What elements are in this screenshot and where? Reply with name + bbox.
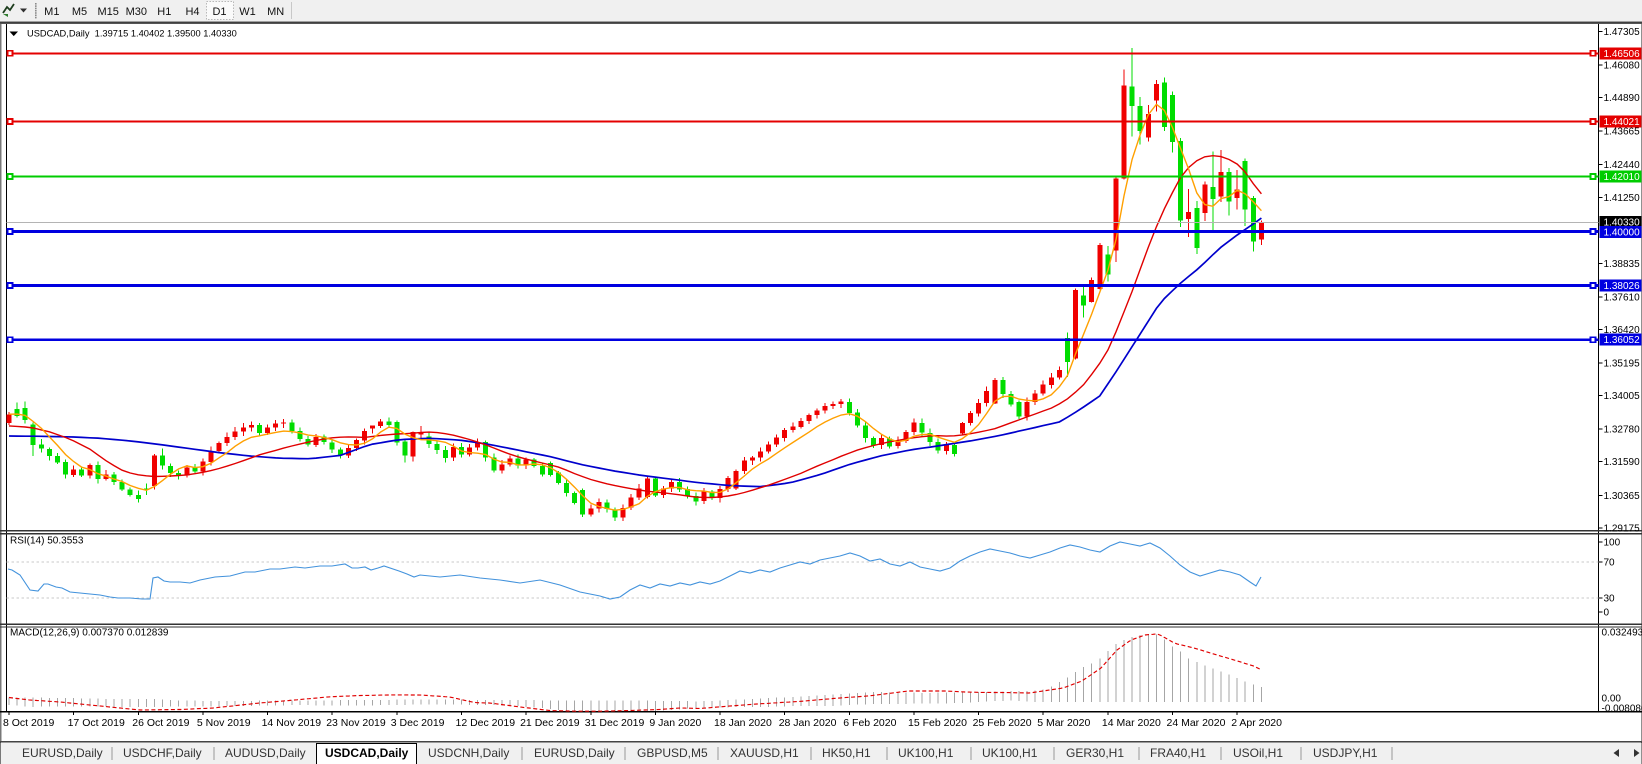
svg-text:8 Oct 2019: 8 Oct 2019 (3, 717, 55, 729)
svg-text:1.36052: 1.36052 (1604, 335, 1641, 346)
svg-text:5 Mar 2020: 5 Mar 2020 (1037, 717, 1090, 729)
svg-text:GER30,H1: GER30,H1 (1066, 746, 1124, 760)
svg-text:1.44021: 1.44021 (1604, 117, 1641, 128)
svg-text:HK50,H1: HK50,H1 (822, 746, 871, 760)
svg-text:0.032493: 0.032493 (1602, 628, 1642, 639)
svg-text:FRA40,H1: FRA40,H1 (1150, 746, 1206, 760)
svg-text:6 Feb 2020: 6 Feb 2020 (843, 717, 896, 729)
svg-text:100: 100 (1604, 538, 1621, 549)
svg-text:1.31590: 1.31590 (1604, 457, 1641, 468)
svg-text:21 Dec 2019: 21 Dec 2019 (520, 717, 580, 729)
svg-text:MACD(12,26,9) 0.007370 0.01283: MACD(12,26,9) 0.007370 0.012839 (10, 628, 169, 639)
svg-text:USDCHF,Daily: USDCHF,Daily (123, 746, 202, 760)
svg-text:26 Oct 2019: 26 Oct 2019 (132, 717, 189, 729)
svg-text:14 Nov 2019: 14 Nov 2019 (262, 717, 322, 729)
svg-text:1.46080: 1.46080 (1604, 61, 1641, 72)
svg-text:GBPUSD,M5: GBPUSD,M5 (637, 746, 708, 760)
svg-text:18 Jan 2020: 18 Jan 2020 (714, 717, 772, 729)
svg-text:1.35195: 1.35195 (1604, 359, 1641, 370)
svg-text:D1: D1 (212, 6, 226, 18)
svg-text:1.30365: 1.30365 (1604, 491, 1641, 502)
svg-text:W1: W1 (239, 6, 256, 18)
svg-text:H1: H1 (157, 6, 171, 18)
svg-text:USOil,H1: USOil,H1 (1233, 746, 1283, 760)
svg-text:1.36420: 1.36420 (1604, 325, 1641, 336)
svg-text:30: 30 (1604, 594, 1616, 605)
svg-text:12 Dec 2019: 12 Dec 2019 (456, 717, 516, 729)
svg-text:1.32780: 1.32780 (1604, 425, 1641, 436)
svg-text:1.44890: 1.44890 (1604, 93, 1641, 104)
svg-text:1.38835: 1.38835 (1604, 259, 1641, 270)
svg-text:UK100,H1: UK100,H1 (898, 746, 954, 760)
svg-text:31 Dec 2019: 31 Dec 2019 (585, 717, 645, 729)
svg-text:28 Jan 2020: 28 Jan 2020 (779, 717, 837, 729)
svg-text:1.47305: 1.47305 (1604, 27, 1641, 38)
svg-text:1.29175: 1.29175 (1604, 523, 1641, 534)
svg-text:9 Jan 2020: 9 Jan 2020 (649, 717, 701, 729)
svg-text:1.41250: 1.41250 (1604, 193, 1641, 204)
svg-text:EURUSD,Daily: EURUSD,Daily (22, 746, 103, 760)
svg-text:1.37610: 1.37610 (1604, 292, 1641, 303)
svg-text:1.40000: 1.40000 (1604, 227, 1641, 238)
svg-text:-0.008086: -0.008086 (1602, 704, 1642, 715)
svg-text:14 Mar 2020: 14 Mar 2020 (1102, 717, 1161, 729)
svg-text:2 Apr 2020: 2 Apr 2020 (1231, 717, 1282, 729)
svg-text:XAUUSD,H1: XAUUSD,H1 (730, 746, 799, 760)
svg-text:1.42010: 1.42010 (1604, 172, 1641, 183)
svg-text:25 Feb 2020: 25 Feb 2020 (973, 717, 1032, 729)
svg-text:MN: MN (267, 6, 284, 18)
svg-text:1.42440: 1.42440 (1604, 160, 1641, 171)
svg-text:17 Oct 2019: 17 Oct 2019 (68, 717, 125, 729)
svg-text:H4: H4 (185, 6, 199, 18)
svg-text:USDCAD,Daily: USDCAD,Daily (325, 746, 409, 760)
svg-text:RSI(14) 50.3553: RSI(14) 50.3553 (10, 536, 84, 547)
svg-text:15 Feb 2020: 15 Feb 2020 (908, 717, 967, 729)
svg-text:AUDUSD,Daily: AUDUSD,Daily (225, 746, 306, 760)
svg-text:23 Nov 2019: 23 Nov 2019 (326, 717, 386, 729)
svg-text:3 Dec 2019: 3 Dec 2019 (391, 717, 445, 729)
svg-text:24 Mar 2020: 24 Mar 2020 (1167, 717, 1226, 729)
svg-text:1.34005: 1.34005 (1604, 391, 1641, 402)
svg-text:USDJPY,H1: USDJPY,H1 (1313, 746, 1378, 760)
svg-text:1.43665: 1.43665 (1604, 127, 1641, 138)
svg-text:M5: M5 (72, 6, 87, 18)
svg-text:70: 70 (1604, 558, 1616, 569)
svg-text:M15: M15 (97, 6, 118, 18)
svg-text:1.46506: 1.46506 (1604, 49, 1641, 60)
svg-text:M30: M30 (126, 6, 147, 18)
svg-text:UK100,H1: UK100,H1 (982, 746, 1038, 760)
svg-text:USDCAD,Daily 1.39715 1.40402: USDCAD,Daily 1.39715 1.40402 1.39500 1.4… (27, 29, 237, 39)
svg-text:1.40330: 1.40330 (1604, 217, 1641, 228)
svg-text:0: 0 (1604, 608, 1610, 619)
svg-text:M1: M1 (44, 6, 59, 18)
svg-text:1.38026: 1.38026 (1604, 281, 1641, 292)
svg-text:5 Nov 2019: 5 Nov 2019 (197, 717, 251, 729)
svg-text:0.00: 0.00 (1602, 694, 1622, 705)
svg-text:EURUSD,Daily: EURUSD,Daily (534, 746, 615, 760)
svg-text:USDCNH,Daily: USDCNH,Daily (428, 746, 509, 760)
